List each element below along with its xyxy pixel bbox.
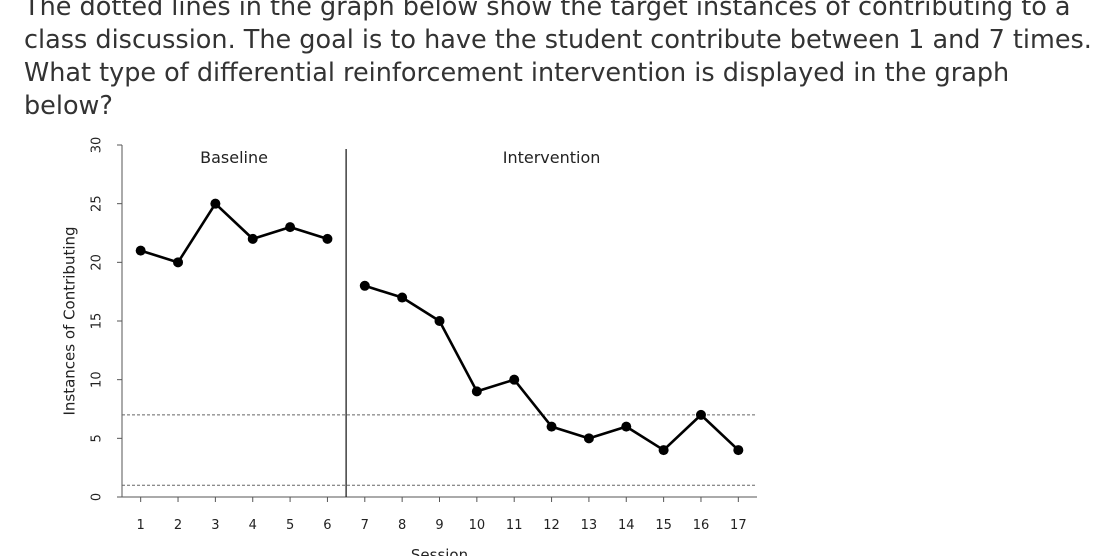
y-tick-label: 25	[90, 195, 105, 212]
data-point	[434, 316, 445, 326]
data-point	[583, 433, 594, 444]
x-tick-label: 15	[655, 518, 672, 533]
x-tick-label: 7	[361, 518, 369, 533]
series-line-baseline	[140, 202, 328, 264]
data-point	[247, 233, 258, 244]
y-tick-label: 10	[90, 371, 105, 388]
data-point	[322, 233, 333, 244]
data-point	[509, 374, 520, 385]
data-point	[695, 409, 706, 420]
x-tick-label: 6	[323, 518, 331, 533]
x-tick-label: 8	[398, 518, 406, 533]
y-tick-label: 15	[90, 313, 105, 330]
y-axis-title: Instances of Contributing	[61, 226, 79, 415]
data-point	[658, 445, 669, 456]
chart-labels: Baseline Intervention Session Instances of …	[61, 148, 601, 556]
x-tick-label: 3	[211, 518, 219, 533]
data-point	[546, 421, 557, 432]
data-point	[135, 245, 146, 256]
phase-label-intervention: Intervention	[503, 148, 601, 167]
data-point	[397, 292, 408, 303]
x-tick-label: 4	[249, 518, 257, 533]
data-series	[135, 198, 744, 456]
x-tick-label: 13	[581, 518, 598, 533]
data-point	[733, 445, 744, 456]
y-tick-label: 0	[90, 493, 105, 501]
x-axis-title: Session	[411, 546, 468, 556]
y-tick-label: 30	[90, 137, 105, 154]
criterion-lines	[122, 414, 757, 486]
x-tick-label: 12	[543, 518, 560, 533]
question-text: The dotted lines in the graph below show…	[24, 0, 1092, 121]
data-point	[471, 386, 482, 397]
data-point	[210, 198, 221, 209]
x-tick-label: 2	[174, 518, 182, 533]
data-point	[285, 222, 296, 233]
data-point	[621, 421, 632, 432]
x-tick-label: 16	[693, 518, 710, 533]
x-tick-label: 5	[286, 518, 294, 533]
y-tick-label: 20	[90, 254, 105, 271]
x-tick-label: 1	[137, 518, 145, 533]
x-tick-label: 9	[435, 518, 443, 533]
x-tick-label: 14	[618, 518, 635, 533]
x-tick-label: 11	[506, 518, 523, 533]
phase-label-baseline: Baseline	[200, 148, 268, 167]
y-tick-label: 5	[90, 434, 105, 442]
data-point	[173, 257, 184, 268]
data-point	[359, 280, 370, 291]
x-tick-label: 17	[730, 518, 747, 533]
x-tick-label: 10	[469, 518, 486, 533]
